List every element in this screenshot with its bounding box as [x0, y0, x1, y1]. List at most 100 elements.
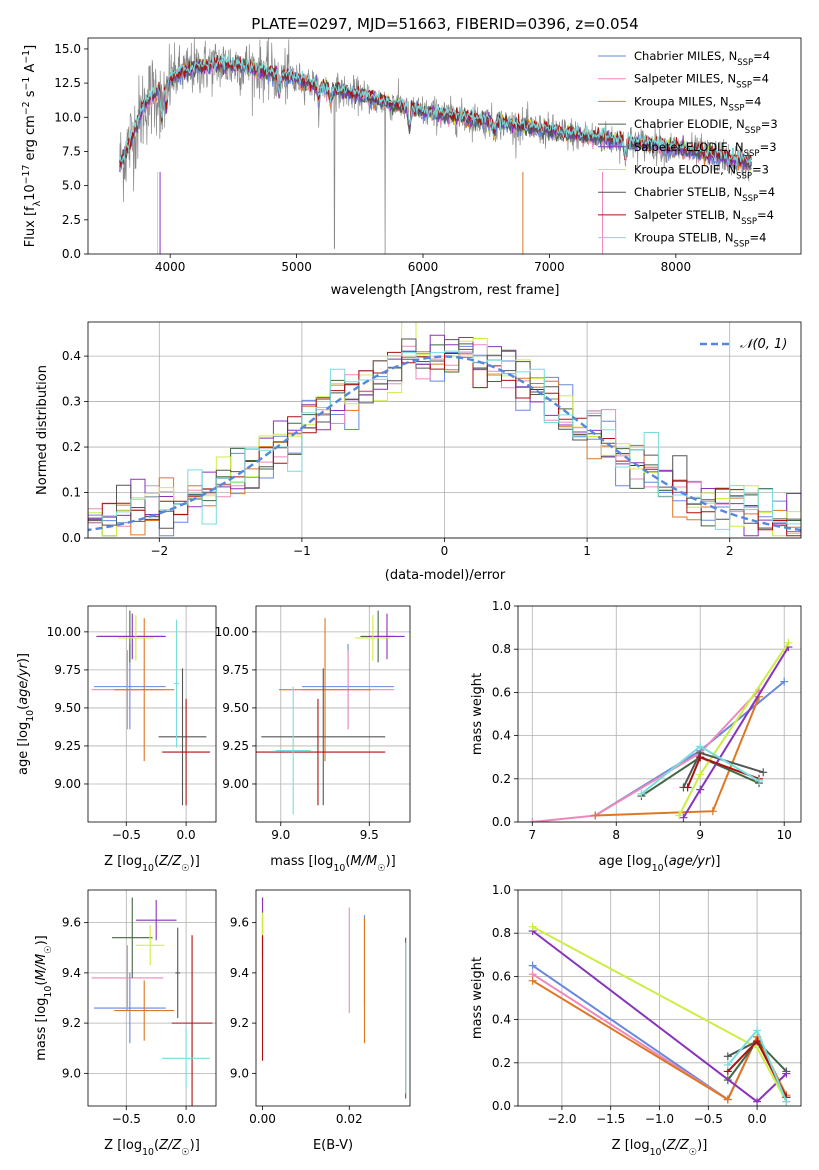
spectrum-y-label: Flux [fλ10−17 erg cm−2 s−1 A−1] — [21, 45, 43, 247]
massweight_vs_age-frame — [517, 605, 802, 823]
y-tick-label: 0.2 — [62, 440, 81, 454]
axes-mass_vs_Z: −0.5 0.0 9.0 9.2 9.4 9.6 — [62, 890, 216, 1126]
y-tick-label: 0.3 — [62, 395, 81, 409]
y-tick-label: 0.8 — [492, 642, 511, 656]
legend-label: Chabrier STELIB, NSSP=4 — [634, 185, 775, 204]
residual-frame — [87, 321, 802, 539]
mass_vs_Z-y-label: mass [log10(M/M☉)] — [34, 935, 54, 1061]
x-tick-label: 0.02 — [336, 1112, 363, 1126]
spectrum-frame — [87, 37, 802, 255]
y-tick-label: 0.2 — [492, 1056, 511, 1070]
y-tick-label: 9.50 — [54, 701, 81, 715]
y-tick-label: 12.5 — [54, 76, 81, 90]
y-tick-label: 10.00 — [47, 625, 81, 639]
x-tick-label: 9.5 — [360, 828, 379, 842]
age_vs_mass-points — [256, 610, 405, 815]
y-tick-label: 1.0 — [492, 599, 511, 613]
x-tick-label: 7 — [528, 828, 536, 842]
x-tick-label: 7000 — [534, 260, 565, 274]
x-tick-label: 2 — [726, 544, 734, 558]
y-tick-label: 9.50 — [222, 701, 249, 715]
y-tick-label: 9.4 — [62, 966, 81, 980]
axes-age_vs_mass: 9.0 9.5 9.00 9.25 9.50 9.75 10.00 — [215, 606, 410, 842]
x-tick-label: 5000 — [281, 260, 312, 274]
x-tick-label: 0.0 — [177, 828, 196, 842]
mass_vs_EBV-points — [261, 897, 407, 1099]
x-tick-label: 6000 — [408, 260, 439, 274]
y-tick-label: 15.0 — [54, 42, 81, 56]
y-tick-label: 0.2 — [492, 772, 511, 786]
mass_vs_Z-frame — [87, 889, 217, 1107]
x-tick-label: 0.00 — [249, 1112, 276, 1126]
y-tick-label: 0.6 — [492, 685, 511, 699]
y-tick-label: 9.6 — [62, 916, 81, 930]
age_vs_Z-x-label: Z [log10(Z/Z☉)] — [104, 854, 200, 874]
spectrum-x-label: wavelength [Angstrom, rest frame] — [331, 283, 560, 298]
x-tick-label: −2.0 — [547, 1112, 576, 1126]
y-tick-label: 9.2 — [230, 1016, 249, 1030]
y-tick-label: 9.00 — [54, 777, 81, 791]
plots: 4000 5000 6000 7000 80000.02.55.07.510.012.5… — [16, 37, 802, 1158]
y-tick-label: 9.6 — [230, 916, 249, 930]
y-tick-label: 10.0 — [54, 110, 81, 124]
legend-label: Salpeter ELODIE, NSSP=3 — [634, 140, 777, 159]
massweight_vs_age-x-label: age [log10(age/yr)] — [598, 854, 720, 874]
y-tick-label: 7.5 — [62, 144, 81, 158]
y-tick-label: 0.4 — [492, 729, 511, 743]
y-tick-label: 2.5 — [62, 213, 81, 227]
x-tick-label: −0.5 — [694, 1112, 723, 1126]
y-tick-label: 5.0 — [62, 179, 81, 193]
legend-label: 𝒩(0, 1) — [740, 337, 787, 352]
y-tick-label: 0.4 — [492, 1013, 511, 1027]
massweight_vs_age-y-label: mass weight — [470, 673, 485, 755]
y-tick-label: 9.00 — [222, 777, 249, 791]
x-tick-label: 10 — [777, 828, 792, 842]
x-tick-label: 9.0 — [271, 828, 290, 842]
spectrum-legend: Chabrier MILES, NSSP=4 Salpeter MILES, NS… — [598, 49, 778, 250]
y-tick-label: 9.0 — [230, 1066, 249, 1080]
model-spectrum-line-8 — [119, 54, 752, 166]
x-tick-label: 0.0 — [177, 1112, 196, 1126]
axes-massweight_vs_age: 7 8 9 10 0.0 0.2 0.4 0.6 0.8 1.0 — [492, 599, 801, 842]
age_vs_Z-points — [91, 610, 211, 806]
massweight_vs_age-lines — [528, 638, 793, 822]
y-tick-label: 9.4 — [230, 966, 249, 980]
residual-histogram-8 — [88, 350, 801, 537]
mass_vs_Z-points — [91, 897, 213, 1106]
legend-label: Chabrier ELODIE, NSSP=3 — [634, 117, 778, 136]
y-tick-label: 9.25 — [222, 739, 249, 753]
axes-mass_vs_EBV: 0.00 0.02 9.0 9.2 9.4 9.6 — [230, 916, 363, 1126]
age_vs_mass-frame — [255, 605, 411, 823]
y-tick-label: 0.1 — [62, 486, 81, 500]
x-tick-label: 8 — [612, 828, 620, 842]
y-tick-label: 0.0 — [62, 247, 81, 261]
massweight-line-1 — [532, 689, 760, 822]
legend-label: Kroupa MILES, NSSP=4 — [634, 94, 761, 113]
y-tick-label: 0.0 — [492, 815, 511, 829]
x-tick-label: −2 — [150, 544, 168, 558]
mass_vs_Z-x-label: Z [log10(Z/Z☉)] — [104, 1138, 200, 1158]
x-tick-label: −1 — [293, 544, 311, 558]
x-tick-label: −0.5 — [112, 828, 141, 842]
x-tick-label: 0 — [441, 544, 449, 558]
y-tick-label: 9.75 — [222, 663, 249, 677]
x-tick-label: −0.5 — [112, 1112, 141, 1126]
x-tick-label: 1 — [583, 544, 591, 558]
y-tick-label: 0.4 — [62, 349, 81, 363]
y-tick-label: 10.00 — [215, 625, 249, 639]
y-tick-label: 9.0 — [62, 1066, 81, 1080]
x-tick-label: −1.5 — [596, 1112, 625, 1126]
residual-x-label: (data-model)/error — [385, 568, 506, 583]
mass_vs_EBV-frame — [255, 889, 411, 1107]
spectrum-lines — [119, 38, 752, 254]
legend-label: Kroupa ELODIE, NSSP=3 — [634, 163, 769, 182]
x-tick-label: 0.0 — [748, 1112, 767, 1126]
x-tick-label: −1.0 — [645, 1112, 674, 1126]
age_vs_Z-y-label: age [log10(age/yr)] — [16, 653, 36, 775]
axes-age_vs_Z: −0.5 0.0 9.00 9.25 9.50 9.75 10.00 — [47, 606, 216, 842]
y-tick-label: 9.2 — [62, 1016, 81, 1030]
residual-legend: 𝒩(0, 1) — [700, 337, 787, 352]
legend-label: Kroupa STELIB, NSSP=4 — [634, 231, 766, 250]
